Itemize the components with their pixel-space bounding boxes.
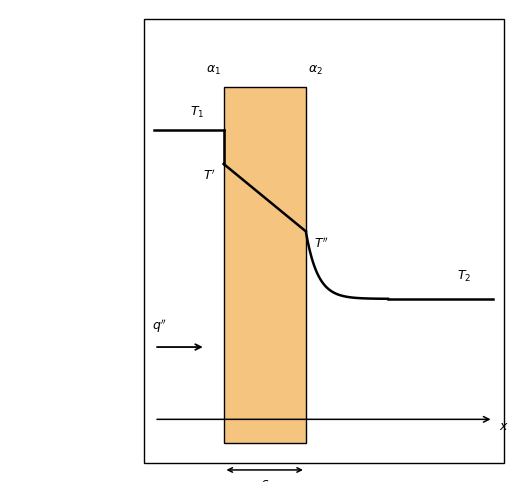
Text: $T''$: $T''$ — [314, 236, 329, 251]
Text: $s$: $s$ — [261, 477, 269, 482]
Text: $T_1$: $T_1$ — [190, 106, 205, 120]
Text: $T'$: $T'$ — [203, 169, 216, 183]
Bar — [144, 19, 504, 463]
Bar — [224, 87, 306, 443]
Text: $q''$: $q''$ — [152, 318, 167, 335]
Text: $\alpha_2$: $\alpha_2$ — [308, 64, 323, 77]
Text: $x$: $x$ — [499, 420, 508, 433]
Text: $T_2$: $T_2$ — [457, 269, 472, 284]
Text: $\alpha_1$: $\alpha_1$ — [206, 64, 221, 77]
